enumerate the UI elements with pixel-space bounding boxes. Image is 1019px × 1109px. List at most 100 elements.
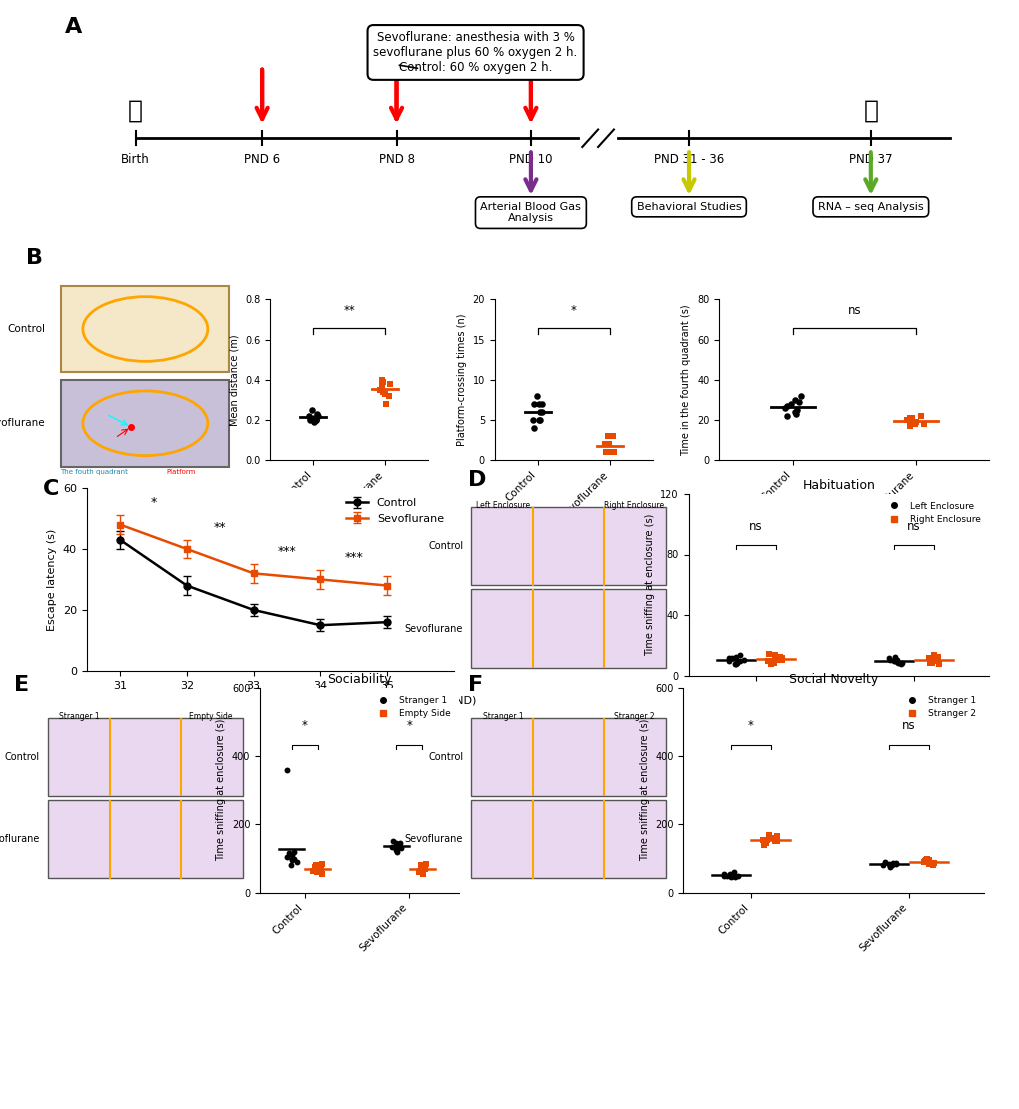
Point: [390, 836, 407, 854]
Point: [762, 655, 779, 673]
Point: [715, 865, 732, 883]
Text: **: **: [214, 521, 226, 533]
Point: [727, 655, 743, 673]
Point: [890, 654, 906, 672]
Point: [280, 845, 297, 863]
Point: [901, 417, 917, 435]
Title: Sociability: Sociability: [327, 673, 391, 686]
Point: [899, 411, 915, 429]
FancyBboxPatch shape: [471, 718, 665, 796]
Point: [599, 427, 615, 445]
FancyBboxPatch shape: [471, 800, 665, 878]
Text: Control: Control: [5, 752, 40, 762]
Y-axis label: Time sniffing at enclosure (s): Time sniffing at enclosure (s): [216, 719, 226, 862]
Point: [777, 397, 794, 415]
Point: [596, 435, 612, 452]
Point: [923, 651, 940, 669]
Text: ns: ns: [902, 719, 915, 732]
Point: [786, 391, 802, 409]
Point: [882, 856, 899, 874]
Point: [721, 865, 738, 883]
Point: [307, 859, 323, 877]
Point: [286, 843, 303, 861]
Point: [760, 644, 776, 662]
Text: ns: ns: [847, 304, 860, 317]
Point: [381, 375, 397, 393]
Point: [722, 866, 739, 884]
Point: [313, 859, 329, 877]
Text: PND 6: PND 6: [244, 153, 280, 166]
Point: [881, 858, 898, 876]
Text: Control: Control: [428, 541, 463, 551]
Point: [879, 855, 896, 873]
Point: [926, 650, 943, 668]
Point: [735, 651, 751, 669]
Point: [918, 853, 934, 871]
Text: ***: ***: [344, 551, 363, 564]
Point: [777, 407, 794, 425]
Text: B: B: [25, 247, 43, 268]
Point: [925, 854, 942, 872]
Point: [902, 414, 918, 431]
FancyBboxPatch shape: [61, 379, 229, 467]
Title: Social Novelty: Social Novelty: [789, 673, 877, 686]
Point: [388, 836, 405, 854]
Point: [769, 651, 786, 669]
Point: [728, 648, 744, 665]
Y-axis label: Platform-crossing times (n): Platform-crossing times (n): [457, 314, 467, 446]
Point: [906, 415, 922, 433]
Text: Sevoflurane: Sevoflurane: [0, 834, 40, 844]
Point: [526, 395, 542, 413]
Point: [768, 827, 785, 845]
Point: [302, 411, 318, 429]
Point: [304, 401, 320, 419]
Text: PND 8: PND 8: [378, 153, 414, 166]
Point: [881, 651, 898, 669]
Point: [308, 411, 324, 429]
Text: Stranger 1: Stranger 1: [59, 712, 100, 721]
Point: [760, 826, 776, 844]
Point: [311, 863, 327, 881]
Text: PND 10: PND 10: [508, 153, 552, 166]
Text: *: *: [150, 497, 157, 509]
Text: *: *: [747, 719, 753, 732]
Point: [765, 654, 782, 672]
Text: Stranger 2: Stranger 2: [613, 712, 654, 721]
Point: [417, 859, 433, 877]
Point: [881, 856, 898, 874]
Point: [916, 852, 932, 869]
Text: ***: ***: [277, 546, 297, 558]
Point: [917, 851, 933, 868]
Text: 🐁: 🐁: [862, 99, 877, 122]
Y-axis label: Mean distance (m): Mean distance (m): [229, 334, 239, 426]
Text: ns: ns: [907, 520, 920, 533]
Point: [788, 401, 804, 419]
Text: F: F: [468, 674, 483, 695]
Point: [892, 655, 908, 673]
Point: [923, 654, 940, 672]
Point: [728, 655, 744, 673]
Point: [732, 652, 748, 670]
Point: [385, 833, 401, 851]
Point: [766, 647, 783, 664]
Text: PND 31 - 36: PND 31 - 36: [653, 153, 723, 166]
Text: 🐁: 🐁: [128, 99, 143, 122]
Text: Behavioral Studies: Behavioral Studies: [636, 202, 741, 212]
Point: [392, 840, 409, 857]
Point: [314, 855, 330, 873]
FancyBboxPatch shape: [48, 800, 243, 878]
Point: [305, 862, 321, 879]
Point: [722, 867, 739, 885]
Point: [283, 852, 300, 869]
Point: [723, 650, 740, 668]
Point: [720, 650, 737, 668]
Point: [389, 840, 406, 857]
FancyBboxPatch shape: [471, 507, 665, 586]
Point: [533, 404, 549, 421]
Point: [876, 853, 893, 871]
Point: [388, 843, 405, 861]
Text: Birth: Birth: [121, 153, 150, 166]
Point: [599, 444, 615, 461]
FancyBboxPatch shape: [48, 718, 243, 796]
Text: Platform: Platform: [167, 468, 196, 475]
